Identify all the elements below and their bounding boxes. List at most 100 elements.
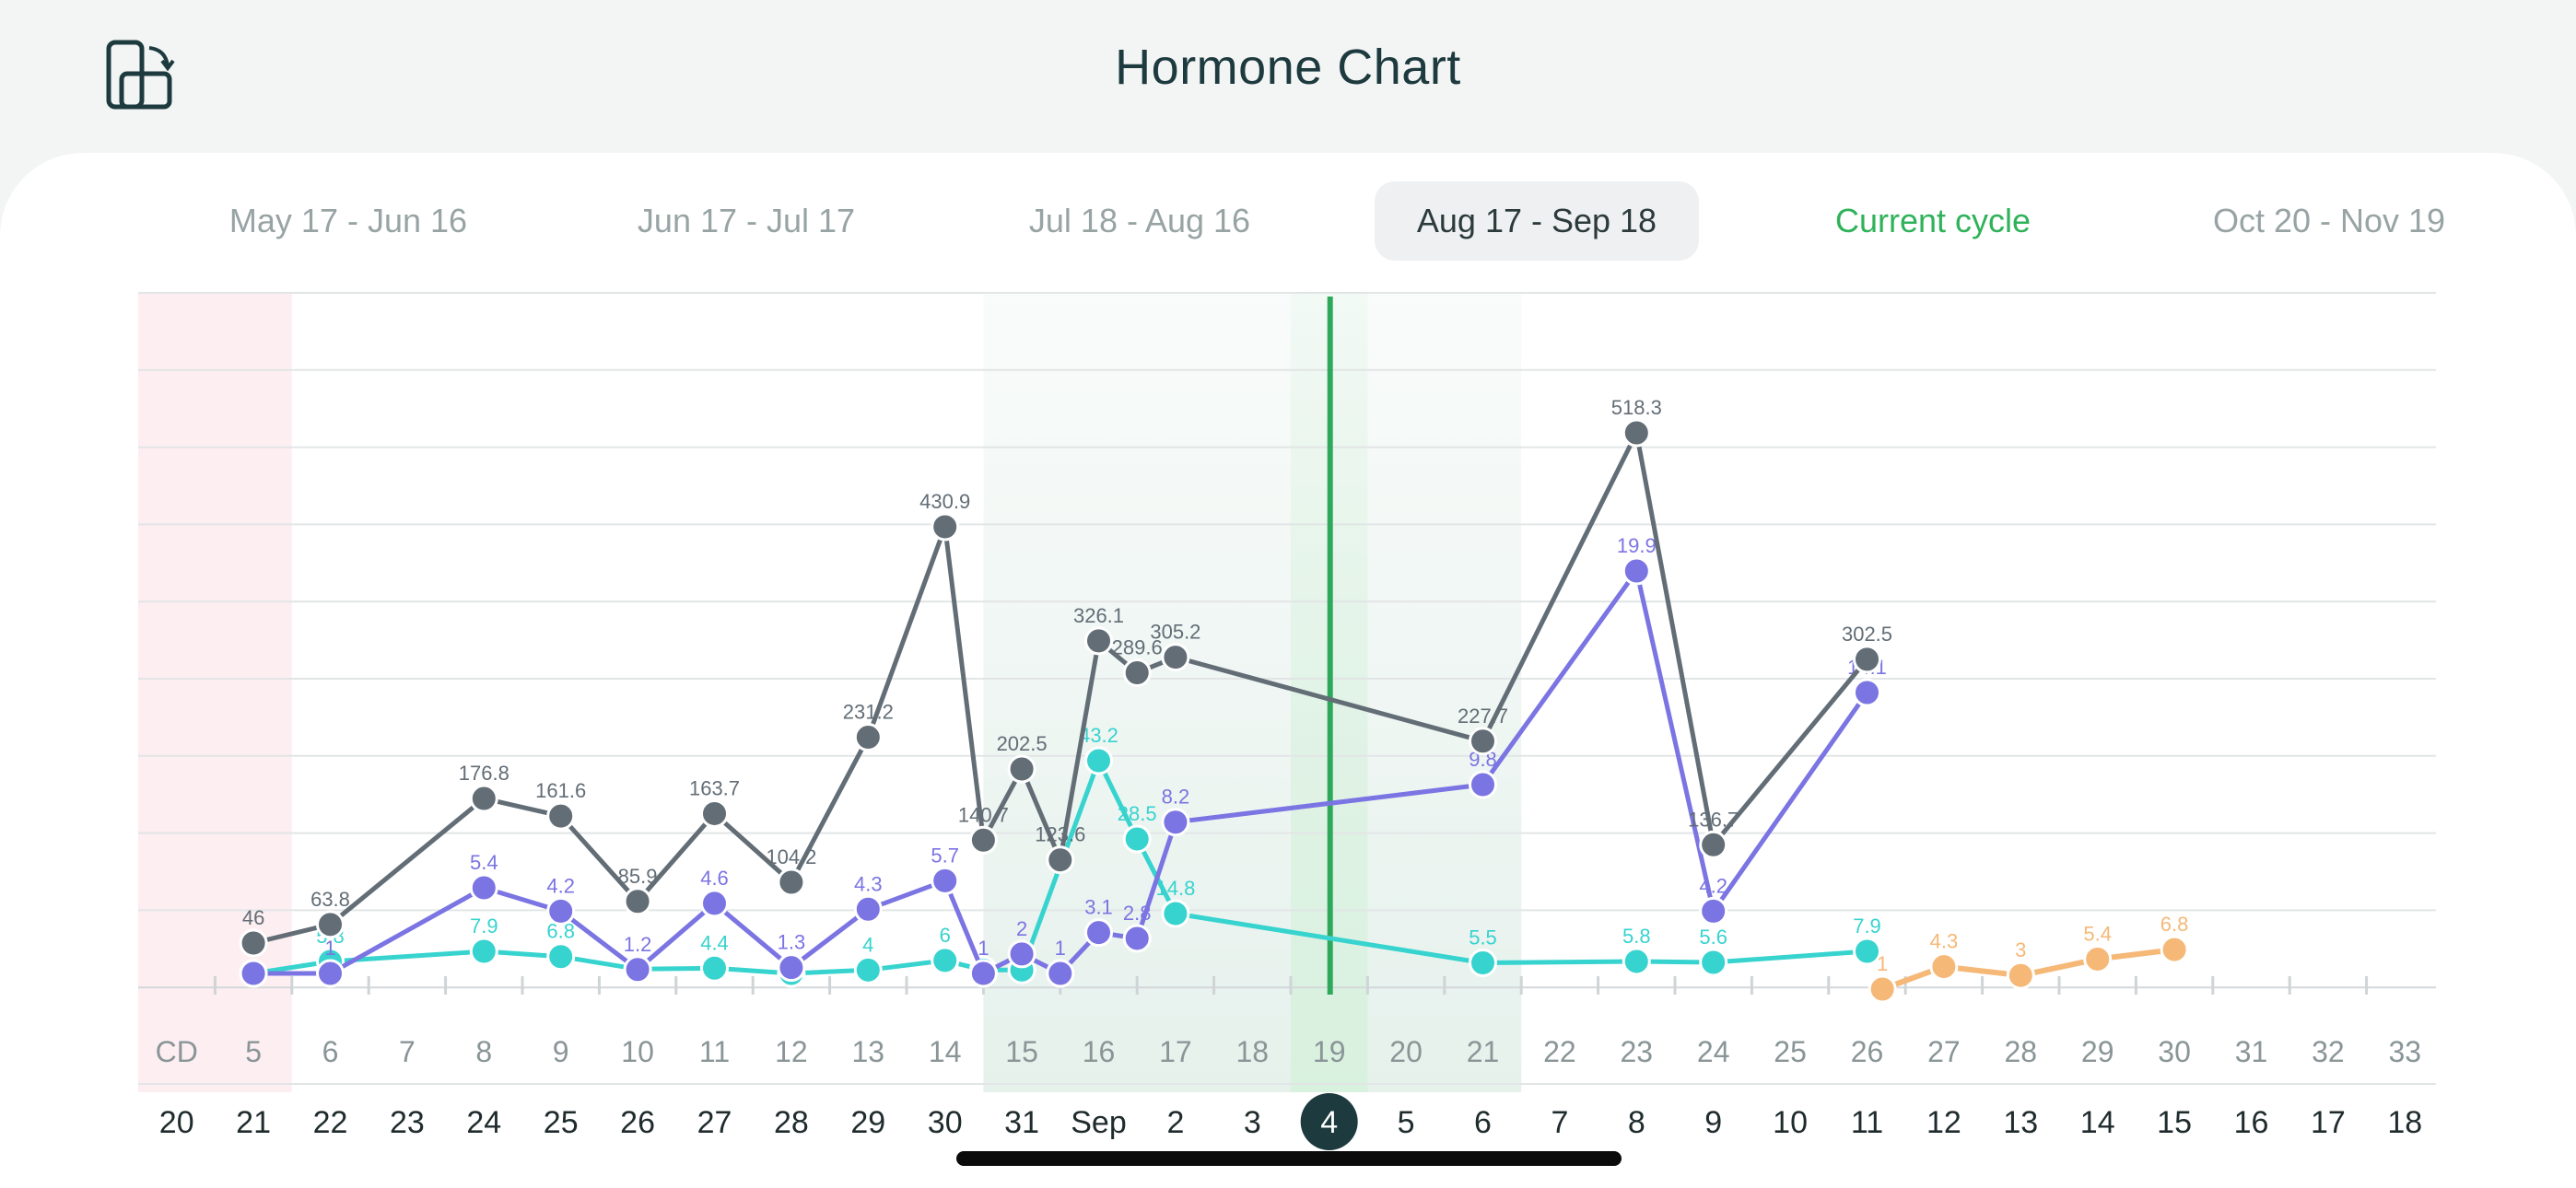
data-point-teal bbox=[1469, 949, 1497, 978]
data-label-gray: 518.3 bbox=[1611, 396, 1662, 419]
hormone-chart: 5.87.96.84.44643.228.514.85.55.85.67.911… bbox=[138, 292, 2436, 1150]
cycle-day-label: 27 bbox=[1927, 1035, 1961, 1068]
data-label-gray: 104.2 bbox=[766, 845, 816, 868]
date-label: 24 bbox=[466, 1105, 501, 1140]
cycle-day-label: 26 bbox=[1851, 1035, 1884, 1068]
data-point-gray bbox=[1853, 645, 1881, 674]
date-label: 16 bbox=[2234, 1105, 2269, 1140]
data-label-orange: 4.3 bbox=[1930, 930, 1959, 953]
data-label-gray: 302.5 bbox=[1842, 623, 1892, 646]
date-label: Sep bbox=[1071, 1105, 1127, 1140]
date-label: 11 bbox=[1851, 1105, 1883, 1140]
date-label: 31 bbox=[1004, 1105, 1039, 1140]
data-point-orange bbox=[1929, 952, 1959, 982]
cycle-day-label: 28 bbox=[2005, 1035, 2038, 1068]
data-point-purple bbox=[700, 889, 729, 918]
data-point-purple bbox=[239, 959, 268, 988]
data-label-gray: 136.7 bbox=[1688, 808, 1739, 831]
cycle-tab[interactable]: Aug 17 - Sep 18 bbox=[1375, 181, 1699, 261]
data-label-gray: 326.1 bbox=[1073, 604, 1124, 627]
data-point-teal bbox=[1161, 899, 1190, 928]
data-point-gray bbox=[1622, 418, 1651, 448]
cycle-day-label: 33 bbox=[2389, 1035, 2422, 1068]
cycle-day-label: 16 bbox=[1083, 1035, 1116, 1068]
date-label: 8 bbox=[1628, 1105, 1645, 1140]
data-point-purple bbox=[1084, 918, 1113, 948]
data-label-gray: 46 bbox=[242, 906, 264, 929]
cycle-day-label: 11 bbox=[699, 1035, 730, 1068]
date-label: 25 bbox=[544, 1105, 579, 1140]
data-label-gray: 227.7 bbox=[1458, 705, 1508, 728]
cycle-day-label: 17 bbox=[1159, 1035, 1192, 1068]
data-label-teal: 4.4 bbox=[700, 931, 729, 954]
data-label-gray: 163.7 bbox=[689, 776, 740, 799]
cycle-day-label: 12 bbox=[775, 1035, 808, 1068]
data-point-gray bbox=[623, 887, 652, 916]
cycle-day-label: 31 bbox=[2235, 1035, 2268, 1068]
data-point-gray bbox=[1699, 830, 1728, 859]
data-point-purple bbox=[777, 953, 806, 983]
data-point-teal bbox=[700, 953, 729, 983]
data-point-gray bbox=[469, 784, 498, 813]
date-label: 10 bbox=[1773, 1105, 1808, 1140]
data-label-teal: 5.6 bbox=[1699, 926, 1727, 949]
cycle-day-label: 29 bbox=[2081, 1035, 2114, 1068]
page-title: Hormone Chart bbox=[1115, 40, 1461, 95]
data-label-teal: 14.8 bbox=[1155, 877, 1195, 900]
data-label-gray: 63.8 bbox=[310, 888, 350, 911]
data-label-purple: 4.2 bbox=[1699, 874, 1727, 897]
data-label-teal: 5.8 bbox=[1622, 925, 1651, 948]
data-point-purple bbox=[316, 959, 345, 988]
cycle-tab[interactable]: Jul 18 - Aug 16 bbox=[1028, 202, 1251, 239]
cycle-day-label: 24 bbox=[1697, 1035, 1730, 1068]
date-label: 3 bbox=[1244, 1105, 1261, 1140]
date-label: 9 bbox=[1704, 1105, 1722, 1140]
data-point-teal bbox=[1622, 947, 1651, 976]
cycle-day-label: 9 bbox=[553, 1035, 569, 1068]
cycle-day-label: 15 bbox=[1005, 1035, 1038, 1068]
data-label-teal: 6 bbox=[940, 924, 951, 947]
phone-rotate-icon[interactable] bbox=[101, 37, 184, 120]
data-label-purple: 2.8 bbox=[1123, 902, 1152, 925]
data-point-gray bbox=[1469, 727, 1497, 756]
data-label-teal: 7.9 bbox=[1853, 914, 1881, 938]
cycle-tab[interactable]: Current cycle bbox=[1834, 202, 2032, 239]
cycle-tab[interactable]: Jun 17 - Jul 17 bbox=[637, 202, 856, 239]
data-label-gray: 305.2 bbox=[1150, 621, 1200, 644]
data-label-purple: 1 bbox=[324, 937, 335, 960]
data-label-orange: 6.8 bbox=[2160, 913, 2189, 936]
cycle-tab[interactable]: Oct 20 - Nov 19 bbox=[2212, 202, 2446, 239]
data-point-purple bbox=[1007, 939, 1036, 969]
data-label-teal: 5.5 bbox=[1469, 926, 1497, 949]
data-label-purple: 8.2 bbox=[1162, 786, 1190, 809]
data-label-purple: 19.9 bbox=[1617, 534, 1657, 557]
data-label-gray: 202.5 bbox=[997, 732, 1048, 755]
date-label: 28 bbox=[774, 1105, 809, 1140]
data-point-orange bbox=[2006, 961, 2035, 990]
data-label-purple: 4.2 bbox=[546, 874, 575, 897]
cycle-day-label: 21 bbox=[1467, 1035, 1500, 1068]
cycle-day-label: 8 bbox=[475, 1035, 492, 1068]
data-point-purple bbox=[1469, 770, 1497, 799]
date-label: 18 bbox=[2387, 1105, 2422, 1140]
date-label: 30 bbox=[928, 1105, 963, 1140]
data-label-gray: 231.2 bbox=[843, 701, 894, 724]
cycle-tab[interactable]: May 17 - Jun 16 bbox=[228, 202, 468, 239]
data-point-teal bbox=[1084, 746, 1113, 775]
data-label-gray: 430.9 bbox=[919, 490, 970, 513]
data-point-purple bbox=[469, 873, 498, 903]
data-point-purple bbox=[1122, 924, 1152, 953]
data-point-teal bbox=[469, 937, 498, 966]
data-point-teal bbox=[1853, 937, 1881, 966]
cycle-day-label: 10 bbox=[621, 1035, 654, 1068]
top-bar: Hormone Chart bbox=[0, 0, 2576, 157]
data-point-orange bbox=[2160, 935, 2189, 964]
date-label: 23 bbox=[390, 1105, 425, 1140]
date-label: 27 bbox=[697, 1105, 732, 1140]
today-badge bbox=[1300, 1093, 1358, 1150]
date-label: 20 bbox=[159, 1105, 194, 1140]
data-label-gray: 123.6 bbox=[1035, 823, 1085, 846]
date-label: 21 bbox=[236, 1105, 271, 1140]
data-point-purple bbox=[1853, 678, 1881, 707]
cycle-day-label: 13 bbox=[852, 1035, 885, 1068]
